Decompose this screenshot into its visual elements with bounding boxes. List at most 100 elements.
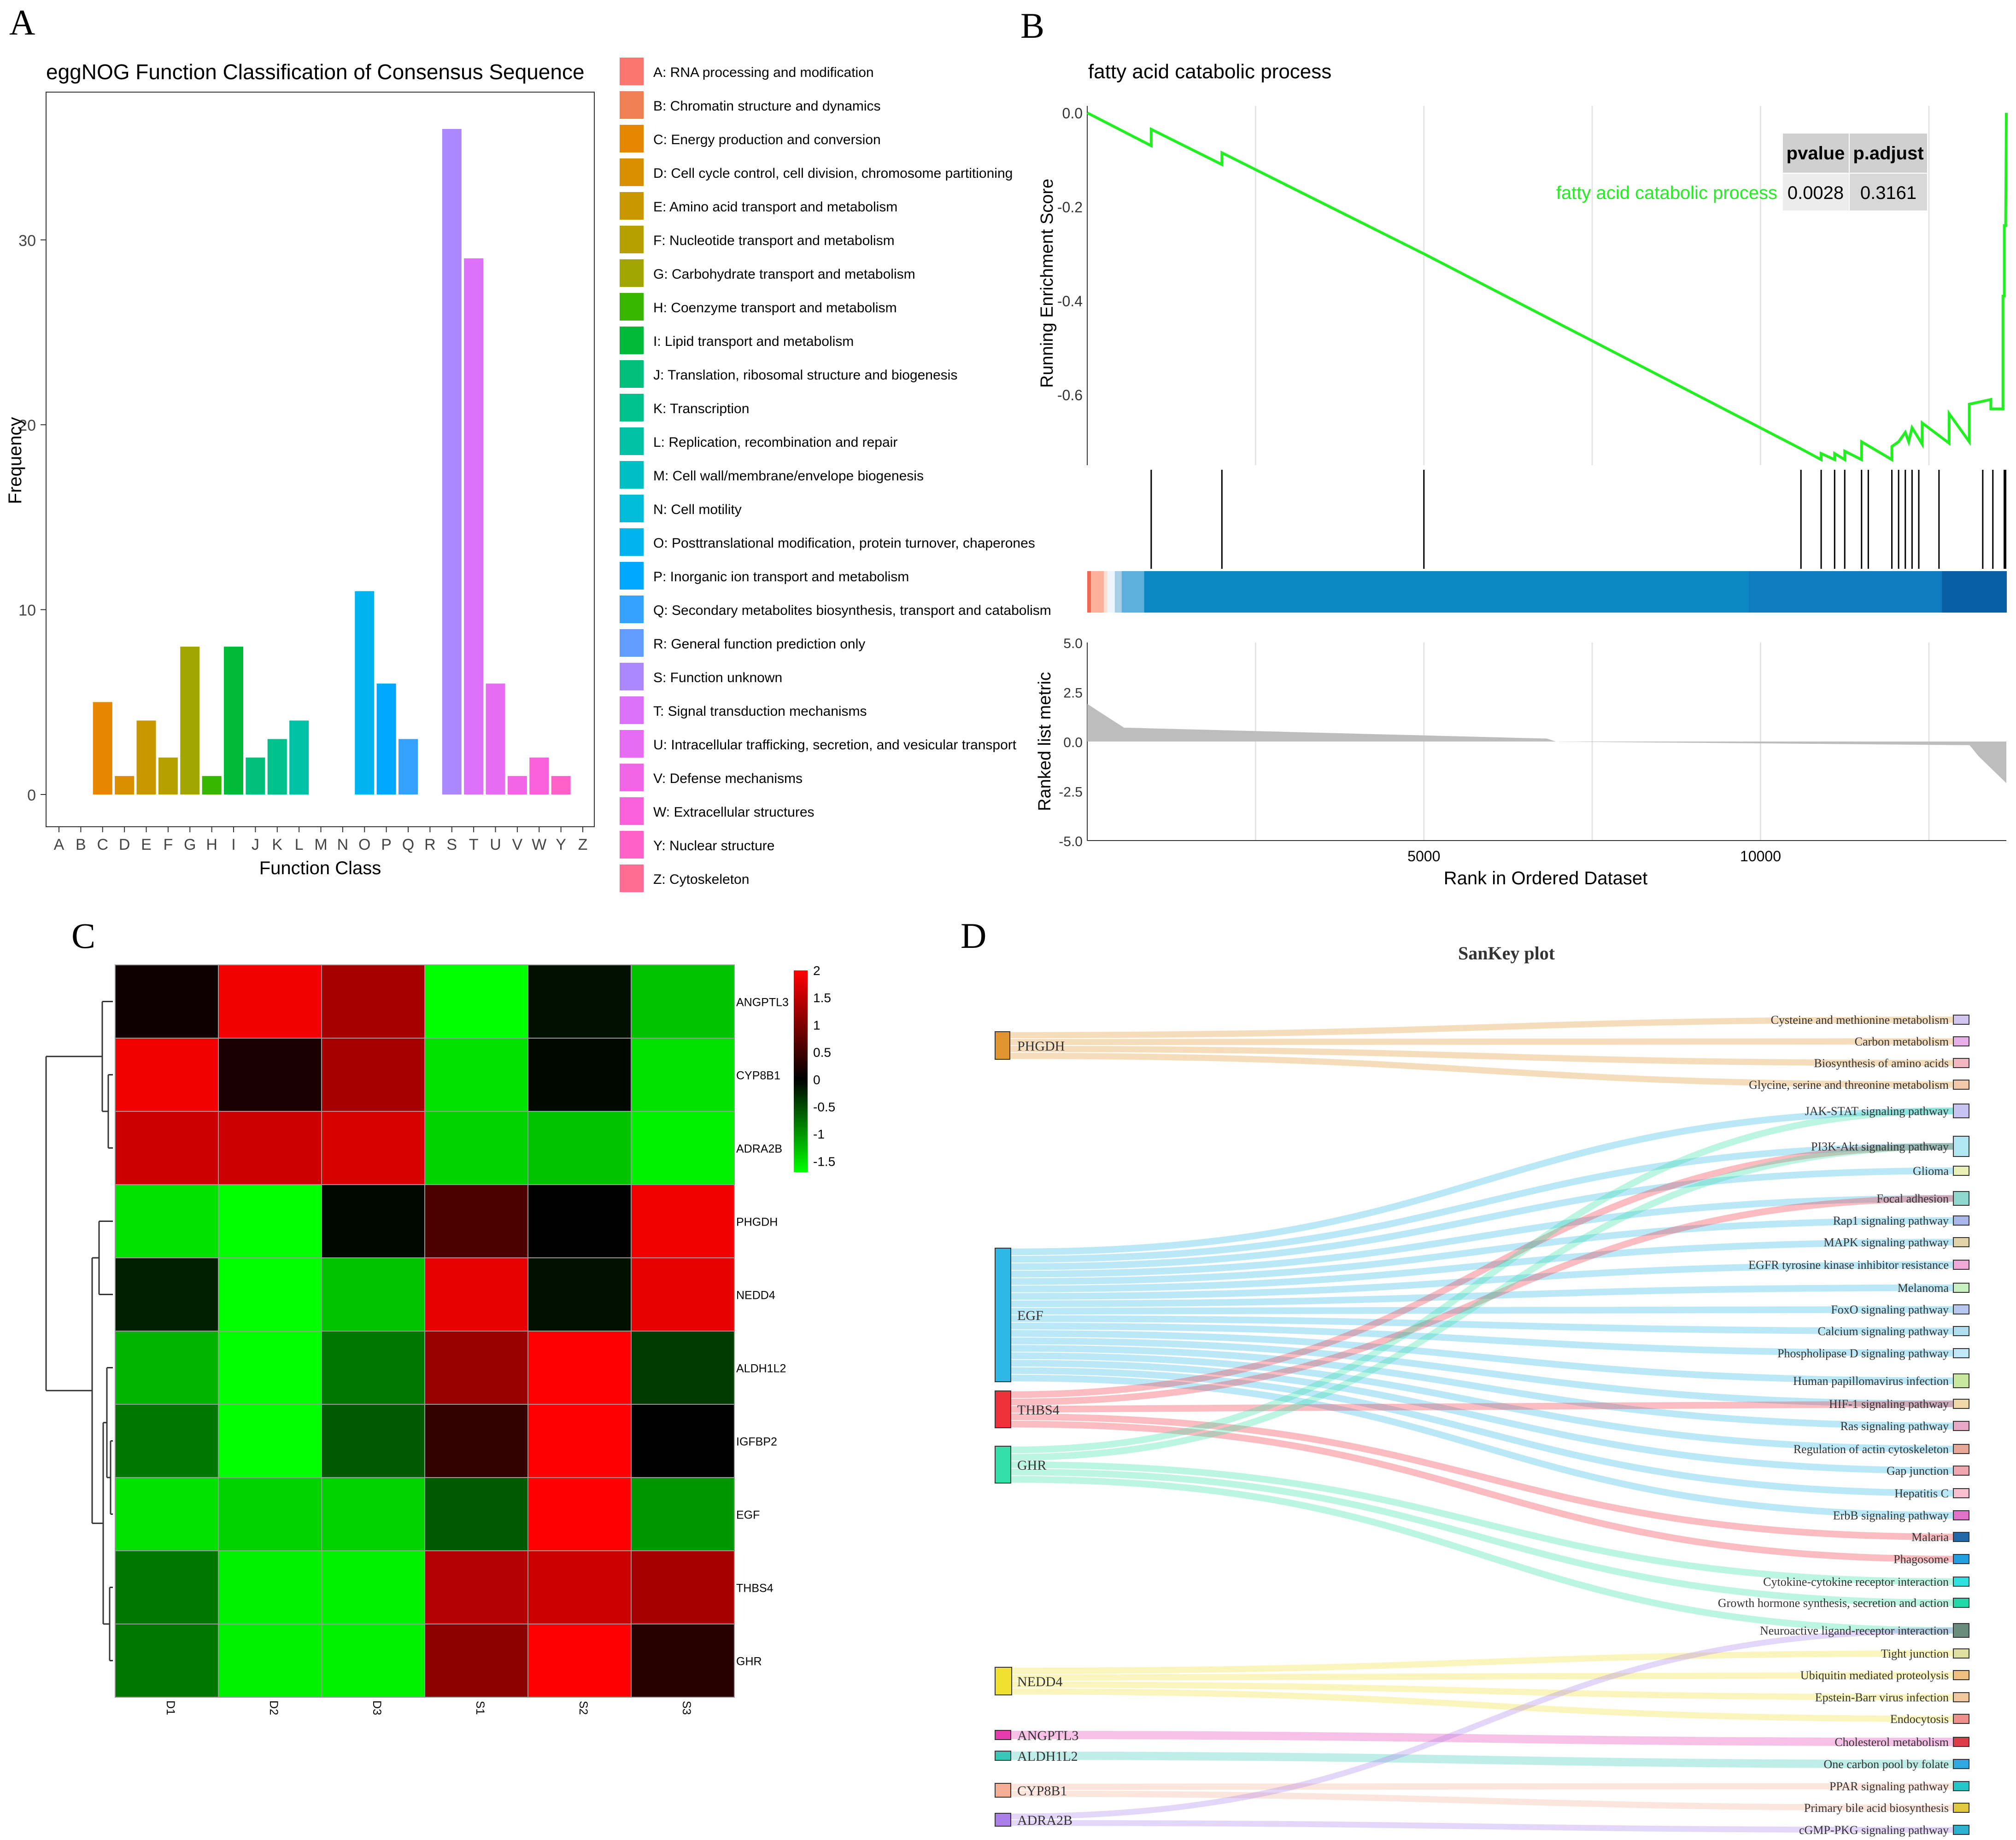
x-tick-label: K	[272, 836, 282, 853]
target-node	[1953, 1166, 1969, 1176]
x-tick-label: E	[141, 836, 152, 853]
legend-swatch-O	[620, 528, 644, 556]
legend-tick-label: 2	[813, 964, 820, 978]
legend-swatch-P	[620, 562, 644, 590]
target-label: Cytokine-cytokine receptor interaction	[1763, 1575, 1949, 1589]
target-label: Growth hormone synthesis, secretion and …	[1718, 1596, 1949, 1610]
bar-P	[376, 683, 396, 794]
sankey-link	[1010, 1360, 1954, 1474]
sankey-link	[1010, 1322, 1954, 1357]
heatmap-cell	[527, 1404, 632, 1478]
legend-tick-label: -0.5	[813, 1100, 835, 1114]
rank-color-band	[1942, 571, 2007, 613]
target-label: ErbB signaling pathway	[1833, 1509, 1949, 1522]
legend-swatch-V	[620, 764, 644, 791]
sankey-link	[1010, 1107, 1954, 1454]
legend-swatch-C	[620, 125, 644, 152]
target-label: Glioma	[1913, 1164, 1949, 1178]
source-node-NEDD4	[995, 1667, 1012, 1695]
target-label: HIF-1 signaling pathway	[1829, 1397, 1949, 1411]
table-header-pvalue: pvalue	[1787, 143, 1845, 164]
target-label: Human papillomavirus infection	[1793, 1374, 1949, 1388]
legend-swatch-D	[620, 158, 644, 186]
heatmap-cell	[218, 1477, 322, 1551]
x-tick-label: Z	[578, 836, 588, 853]
bar-D	[115, 776, 135, 794]
sankey-link	[1011, 1650, 1954, 1674]
target-node	[1953, 1215, 1969, 1226]
legend-label-Z: Z: Cytoskeleton	[653, 872, 749, 887]
bar-Q	[399, 739, 418, 794]
heatmap-row-label: GHR	[736, 1655, 762, 1668]
target-label: Glycine, serine and threonine metabolism	[1749, 1078, 1949, 1092]
heatmap-cell	[631, 964, 735, 1039]
x-tick-label: H	[206, 836, 217, 853]
source-label-PHGDH: PHGDH	[1017, 1039, 1065, 1054]
enrichment-tick-label: -0.6	[1057, 387, 1083, 403]
source-node-THBS4	[995, 1390, 1011, 1428]
target-node	[1953, 1444, 1969, 1454]
sankey-link	[1010, 1345, 1954, 1430]
target-label: Phagosome	[1893, 1553, 1949, 1566]
x-tick-label: M	[314, 836, 327, 853]
panel-b-ylabel: Running Enrichment Score	[1037, 179, 1057, 388]
target-node	[1953, 1737, 1969, 1747]
heatmap-col-label: D2	[267, 1700, 280, 1715]
heatmap-cell	[321, 1404, 425, 1478]
heatmap-cell	[115, 1550, 219, 1624]
legend-label-T: T: Signal transduction mechanisms	[653, 704, 867, 719]
legend-swatch-Q	[620, 596, 644, 623]
sankey-link	[1010, 1476, 1954, 1634]
heatmap-cell	[218, 1550, 322, 1624]
bar-J	[246, 757, 265, 794]
heatmap-cell	[631, 1404, 735, 1478]
x-tick-label: L	[295, 836, 304, 853]
heatmap-cell	[631, 1038, 735, 1112]
legend-label-L: L: Replication, recombination and repair	[653, 435, 897, 450]
legend-swatch-E	[620, 192, 644, 220]
legend-swatch-S	[620, 663, 644, 690]
table-header-cell	[1783, 134, 1849, 173]
target-label: Tight junction	[1881, 1647, 1949, 1660]
heatmap-cell	[218, 1331, 322, 1405]
source-node-ALDH1L2	[995, 1751, 1011, 1761]
target-label: Focal adhesion	[1876, 1192, 1949, 1205]
table-header-cell	[1850, 134, 1927, 173]
target-label: Malaria	[1911, 1530, 1949, 1544]
target-node	[1953, 1488, 1969, 1498]
heatmap-cell	[218, 1038, 322, 1112]
target-node	[1953, 1803, 1969, 1813]
enrichment-tick-label: -0.2	[1057, 199, 1083, 216]
bar-C	[93, 702, 112, 794]
bar-K	[267, 739, 287, 794]
target-node	[1953, 1510, 1969, 1520]
x-tick-label: P	[381, 836, 392, 853]
source-node-PHGDH	[995, 1031, 1010, 1060]
target-label: Cholesterol metabolism	[1834, 1735, 1949, 1749]
bar-V	[507, 776, 527, 794]
target-label: Gap junction	[1887, 1464, 1949, 1478]
panel-a-xlabel: Function Class	[259, 858, 381, 878]
source-label-ALDH1L2: ALDH1L2	[1017, 1749, 1078, 1764]
sankey-link	[1009, 1038, 1954, 1046]
panel-a-title: eggNOG Function Classification of Consen…	[46, 60, 585, 84]
target-node	[1953, 1670, 1969, 1680]
sankey-link	[1010, 1752, 1954, 1768]
target-label: PI3K-Akt signaling pathway	[1811, 1140, 1949, 1153]
target-node	[1953, 1577, 1969, 1587]
bar-O	[355, 591, 375, 794]
ranked-metric-area	[1087, 704, 2006, 783]
bar-E	[136, 720, 156, 794]
legend-label-N: N: Cell motility	[653, 502, 742, 517]
sankey-link	[1010, 1468, 1954, 1606]
x-tick-label: F	[163, 836, 173, 853]
heatmap-cell	[218, 1624, 322, 1698]
sankey-link	[1010, 1143, 1954, 1263]
sankey-link	[1010, 1306, 1954, 1315]
sankey-link	[1010, 1284, 1954, 1308]
heatmap-cell	[527, 1477, 632, 1551]
heatmap-cell	[631, 1331, 735, 1405]
panel-a-ylabel: Frequency	[5, 417, 25, 504]
panel-b-ylabel2: Ranked list metric	[1035, 672, 1055, 811]
target-node	[1953, 1825, 1969, 1835]
